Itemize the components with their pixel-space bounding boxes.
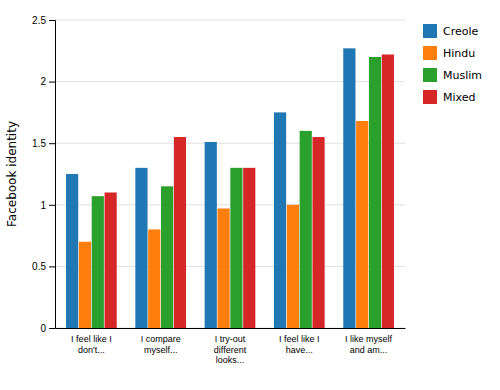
y-tick-mark (49, 328, 55, 329)
y-tick-label: 0.5 (32, 261, 46, 272)
x-axis-line (56, 328, 406, 329)
y-tick: 1.5 (32, 138, 55, 149)
x-tick-label-line: have... (286, 345, 313, 355)
x-tick: I try-outdifferentlooks... (214, 334, 247, 365)
bar (243, 168, 255, 328)
legend-swatch (423, 24, 437, 38)
y-tick-label: 2.5 (32, 15, 46, 26)
bar (369, 57, 381, 328)
x-tick: I comparemyself... (141, 334, 181, 354)
x-tick-label-line: I try-out (215, 334, 246, 344)
legend-swatch (423, 90, 437, 104)
y-tick: 2 (40, 76, 55, 87)
bar (312, 137, 324, 328)
bar (300, 131, 312, 328)
x-tick: I feel like Idon't... (71, 334, 112, 354)
y-tick: 2.5 (32, 15, 55, 26)
x-tick: I feel like Ihave... (279, 334, 320, 354)
legend-label: Mixed (443, 91, 475, 104)
grid (55, 20, 405, 328)
plot: 00.511.522.5I feel like Idon't...I compa… (32, 15, 405, 365)
x-tick-label-line: different (214, 345, 247, 355)
bar-series (105, 54, 394, 328)
bar-series (79, 121, 368, 328)
x-tick-label-line: I compare (141, 334, 181, 344)
y-axis-title: Facebook identity (5, 121, 19, 227)
legend-item: Mixed (423, 90, 475, 104)
bar (287, 205, 299, 328)
bar (205, 142, 217, 328)
y-tick-label: 1.5 (32, 138, 46, 149)
y-tick: 0.5 (32, 261, 55, 272)
legend-item: Hindu (423, 46, 475, 60)
x-tick-label-line: looks... (216, 355, 245, 365)
legend-label: Muslim (443, 69, 482, 82)
bar-series (92, 57, 381, 328)
bar (274, 112, 286, 328)
bars (66, 48, 394, 328)
x-tick-label-line: don't... (78, 345, 105, 355)
y-tick-mark (49, 20, 55, 21)
x-tick-label: I feel like Idon't... (71, 334, 112, 354)
x-tick-label-line: I feel like I (279, 334, 320, 344)
x-tick-label: I try-outdifferentlooks... (214, 334, 247, 365)
y-tick-mark (49, 82, 55, 83)
x-tick-label: I feel like Ihave... (279, 334, 320, 354)
bar-series (66, 48, 355, 328)
legend-label: Creole (443, 25, 479, 38)
x-tick: I like myselfand am... (345, 334, 393, 354)
y-axis: 0 0.5 1 1.5 2 2.5 (32, 15, 55, 334)
x-tick-label-line: and am... (350, 345, 388, 355)
y-tick-mark (49, 266, 55, 267)
bar (161, 186, 173, 328)
y-tick-mark (49, 205, 55, 206)
y-tick: 1 (40, 200, 55, 211)
bar (230, 168, 242, 328)
x-axis: I feel like Idon't...I comparemyself...I… (56, 329, 406, 366)
bar (174, 137, 186, 328)
y-axis-line (49, 21, 56, 329)
bar (92, 196, 104, 328)
x-tick-label: I like myselfand am... (345, 334, 393, 354)
legend-item: Creole (423, 24, 479, 38)
y-tick: 0 (40, 323, 55, 334)
bar (217, 208, 229, 328)
x-tick-label-line: myself... (144, 345, 178, 355)
legend-swatch (423, 46, 437, 60)
bar (66, 174, 78, 328)
x-tick-label-line: I feel like I (71, 334, 112, 344)
bar (135, 168, 147, 328)
chart: 00.511.522.5I feel like Idon't...I compa… (0, 0, 500, 390)
bar (343, 48, 355, 328)
x-tick-label-line: I like myself (345, 334, 393, 344)
grid-line (55, 20, 405, 21)
legend-swatch (423, 68, 437, 82)
y-tick-label: 2 (40, 76, 46, 87)
bar (148, 229, 160, 328)
legend: Creole Hindu Muslim Mixed (423, 24, 482, 104)
y-tick-label: 1 (40, 200, 46, 211)
bar (382, 54, 394, 328)
bar (105, 192, 117, 328)
bar (79, 242, 91, 328)
x-tick-label: I comparemyself... (141, 334, 181, 354)
legend-item: Muslim (423, 68, 482, 82)
y-tick-mark (49, 143, 55, 144)
legend-label: Hindu (443, 47, 475, 60)
y-tick-label: 0 (40, 323, 46, 334)
bar (356, 121, 368, 328)
